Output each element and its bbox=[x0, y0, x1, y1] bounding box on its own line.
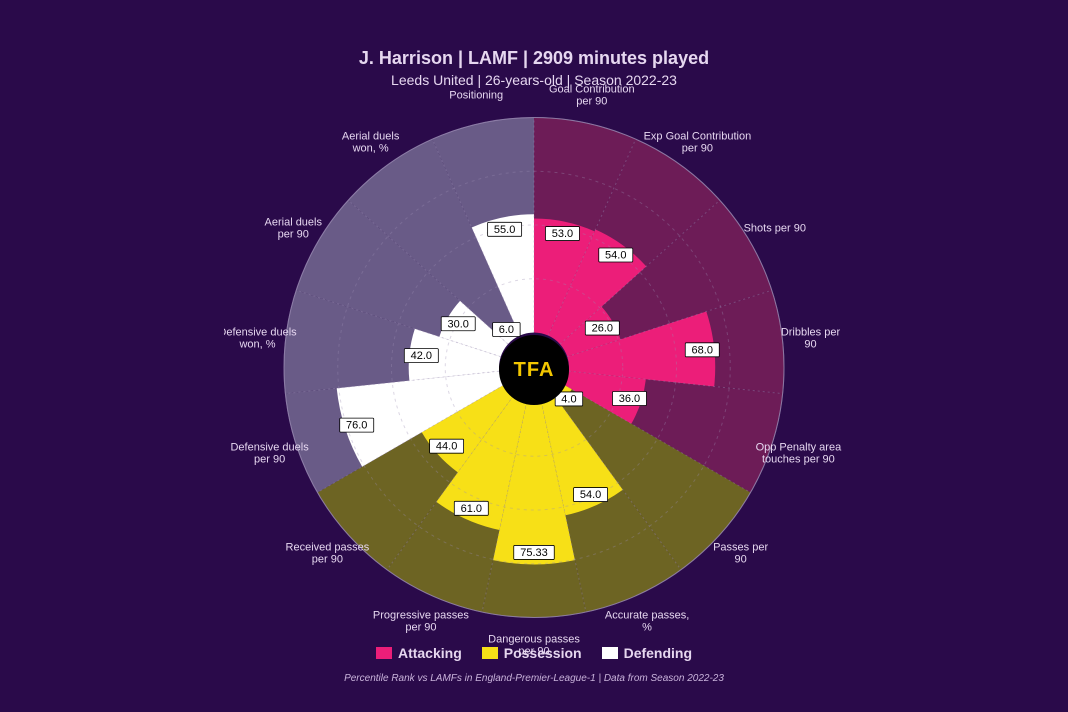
metric-label: touches per 90 bbox=[762, 454, 835, 466]
legend-item: Defending bbox=[602, 645, 692, 661]
value-text: 61.0 bbox=[461, 503, 482, 515]
metric-label: Opp Penalty area bbox=[756, 442, 842, 454]
metric-label: Positioning bbox=[449, 90, 503, 102]
metric-label: Dribbles per bbox=[781, 327, 841, 339]
legend-item: Possession bbox=[482, 645, 582, 661]
footnote: Percentile Rank vs LAMFs in England-Prem… bbox=[0, 673, 1068, 684]
legend-label: Attacking bbox=[398, 645, 462, 661]
metric-label: per 90 bbox=[254, 454, 285, 466]
legend-swatch bbox=[376, 647, 392, 659]
metric-label-group: Defensive duelsper 90 bbox=[230, 442, 309, 466]
metric-label: per 90 bbox=[576, 96, 607, 108]
metric-label: Accurate passes, bbox=[605, 610, 689, 622]
metric-label: won, % bbox=[238, 339, 275, 351]
metric-label-group: Accurate passes,% bbox=[605, 610, 689, 634]
metric-label-group: Aerial duelswon, % bbox=[342, 131, 400, 155]
legend: Attacking Possession Defending bbox=[0, 645, 1068, 662]
metric-label: Aerial duels bbox=[342, 131, 400, 143]
metric-label-group: Goal Contributionper 90 bbox=[549, 84, 635, 108]
value-text: 68.0 bbox=[692, 345, 713, 357]
metric-label-group: Dribbles per90 bbox=[781, 327, 841, 351]
legend-item: Attacking bbox=[376, 645, 462, 661]
value-text: 6.0 bbox=[499, 324, 514, 336]
metric-label: per 90 bbox=[278, 229, 309, 241]
value-text: 4.0 bbox=[561, 394, 576, 406]
metric-label: won, % bbox=[352, 143, 389, 155]
metric-label: Shots per 90 bbox=[744, 223, 806, 235]
metric-label: per 90 bbox=[682, 143, 713, 155]
value-text: 30.0 bbox=[448, 318, 469, 330]
metric-label: Goal Contribution bbox=[549, 84, 635, 96]
value-text: 76.0 bbox=[346, 420, 367, 432]
metric-label-group: Positioning bbox=[449, 90, 503, 102]
metric-label: % bbox=[642, 622, 652, 634]
value-text: 53.0 bbox=[552, 228, 573, 240]
metric-label-group: Shots per 90 bbox=[744, 223, 806, 235]
legend-label: Possession bbox=[504, 645, 582, 661]
legend-label: Defending bbox=[624, 645, 692, 661]
metric-label-group: Passes per90 bbox=[713, 542, 768, 566]
value-text: 75.33 bbox=[520, 547, 548, 559]
metric-label: Dangerous passes bbox=[488, 634, 580, 646]
chart-stage: J. Harrison | LAMF | 2909 minutes played… bbox=[0, 0, 1068, 712]
center-badge: TFA bbox=[499, 335, 569, 405]
value-text: 54.0 bbox=[580, 489, 601, 501]
value-text: 44.0 bbox=[436, 441, 457, 453]
metric-label: Aerial duels bbox=[265, 217, 323, 229]
metric-label: Exp Goal Contribution bbox=[644, 131, 752, 143]
metric-label: Progressive passes bbox=[373, 610, 469, 622]
metric-label-group: Received passesper 90 bbox=[286, 542, 370, 566]
metric-label: Received passes bbox=[286, 542, 370, 554]
metric-label-group: Progressive passesper 90 bbox=[373, 610, 469, 634]
metric-label-group: Aerial duelsper 90 bbox=[265, 217, 323, 241]
metric-label: 90 bbox=[804, 339, 816, 351]
metric-label: Passes per bbox=[713, 542, 768, 554]
metric-label: Defensive duels bbox=[230, 442, 309, 454]
legend-swatch bbox=[482, 647, 498, 659]
legend-swatch bbox=[602, 647, 618, 659]
metric-label: Defensive duels bbox=[224, 327, 297, 339]
value-text: 54.0 bbox=[605, 250, 626, 262]
value-text: 26.0 bbox=[592, 323, 613, 335]
metric-label: per 90 bbox=[405, 622, 436, 634]
value-text: 55.0 bbox=[494, 224, 515, 236]
center-label: TFA bbox=[514, 359, 555, 382]
metric-label: per 90 bbox=[312, 554, 343, 566]
value-text: 42.0 bbox=[411, 350, 432, 362]
value-text: 36.0 bbox=[619, 393, 640, 405]
metric-label: 90 bbox=[734, 554, 746, 566]
metric-label-group: Opp Penalty areatouches per 90 bbox=[756, 442, 842, 466]
